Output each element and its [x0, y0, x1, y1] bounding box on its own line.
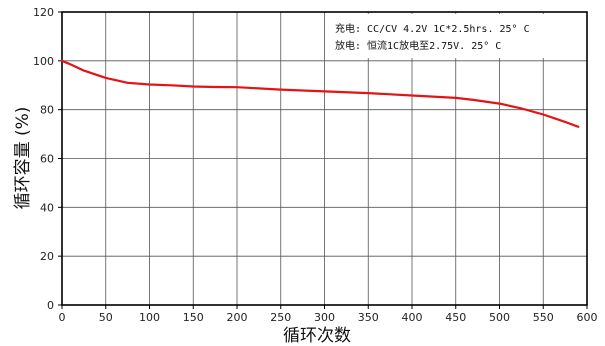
x-tick-label: 500 [489, 311, 510, 324]
annotation-box: 充电: CC/CV 4.2V 1C*2.5hrs. 25° C 放电: 恒流1C放… [330, 14, 585, 58]
y-tick-label: 100 [33, 55, 54, 68]
y-tick-label: 0 [47, 299, 54, 312]
x-tick-label: 100 [139, 311, 160, 324]
x-tick-label: 200 [227, 311, 248, 324]
y-tick-labels: 0 20 40 60 80 100 120 [33, 6, 54, 312]
annotation-line: 放电: 恒流1C放电至2.75V. 25° C [335, 39, 501, 52]
y-tick-label: 40 [40, 201, 54, 214]
x-tick-label: 350 [358, 311, 379, 324]
x-tick-label: 550 [533, 311, 554, 324]
x-tick-label: 250 [270, 311, 291, 324]
x-tick-label: 0 [59, 311, 66, 324]
x-tick-label: 300 [314, 311, 335, 324]
series [60, 59, 580, 128]
y-tick-label: 20 [40, 250, 54, 263]
y-tick-label: 60 [40, 153, 54, 166]
plot-frame [58, 11, 588, 309]
capacity-series-line [60, 59, 580, 128]
y-tick-label: 80 [40, 104, 54, 117]
x-tick-label: 400 [402, 311, 423, 324]
plot-border [61, 11, 588, 306]
x-tick-label: 450 [445, 311, 466, 324]
annotation-line: 充电: CC/CV 4.2V 1C*2.5hrs. 25° C [335, 22, 530, 35]
y-tick-label: 120 [33, 6, 54, 19]
annotation-background [330, 14, 585, 58]
x-tick-label: 600 [577, 311, 598, 324]
y-axis-label: 循环容量 (%) [13, 107, 33, 210]
x-axis-label: 循环次数 [283, 326, 351, 346]
x-tick-label: 50 [99, 311, 113, 324]
x-tick-label: 150 [183, 311, 204, 324]
x-tick-labels: 0 50 100 150 200 250 300 350 400 450 500 550 600 [59, 311, 598, 324]
grid [62, 12, 587, 305]
